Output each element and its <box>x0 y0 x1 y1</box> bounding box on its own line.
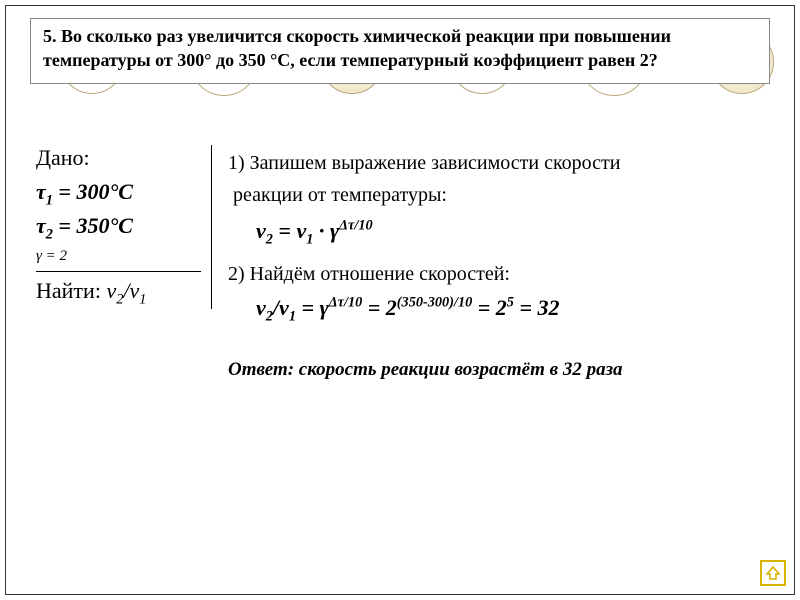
answer: Ответ: скорость реакции возрастёт в 32 р… <box>228 356 776 385</box>
tau1: τ1 = 300°С <box>36 177 201 211</box>
problem-title: 5. Во сколько раз увеличится скорость хи… <box>43 26 671 70</box>
title-box: 5. Во сколько раз увеличится скорость хи… <box>30 18 770 84</box>
given-block: Дано: τ1 = 300°С τ2 = 350°С γ = 2 Найти:… <box>36 145 212 309</box>
step2-line: 2) Найдём отношение скоростей: <box>228 259 776 289</box>
home-arrow-icon <box>765 565 781 581</box>
step1-line2: реакции от температуры: <box>228 180 776 210</box>
find-expr: v2/v1 <box>106 278 146 303</box>
find-label: Найти: <box>36 278 101 303</box>
solution-block: 1) Запишем выражение зависимости скорост… <box>228 148 776 384</box>
home-button[interactable] <box>760 560 786 586</box>
step1-line1: 1) Запишем выражение зависимости скорост… <box>228 148 776 178</box>
tau2: τ2 = 350°С <box>36 211 201 245</box>
given-label: Дано: <box>36 145 201 171</box>
formula2: v2/v1 = γΔτ/10 = 2(350-300)/10 = 25 = 32 <box>256 291 776 328</box>
find: Найти: v2/v1 <box>36 278 201 308</box>
gamma: γ = 2 <box>36 248 201 272</box>
formula1: v2 = v1 · γΔτ/10 <box>256 214 776 251</box>
